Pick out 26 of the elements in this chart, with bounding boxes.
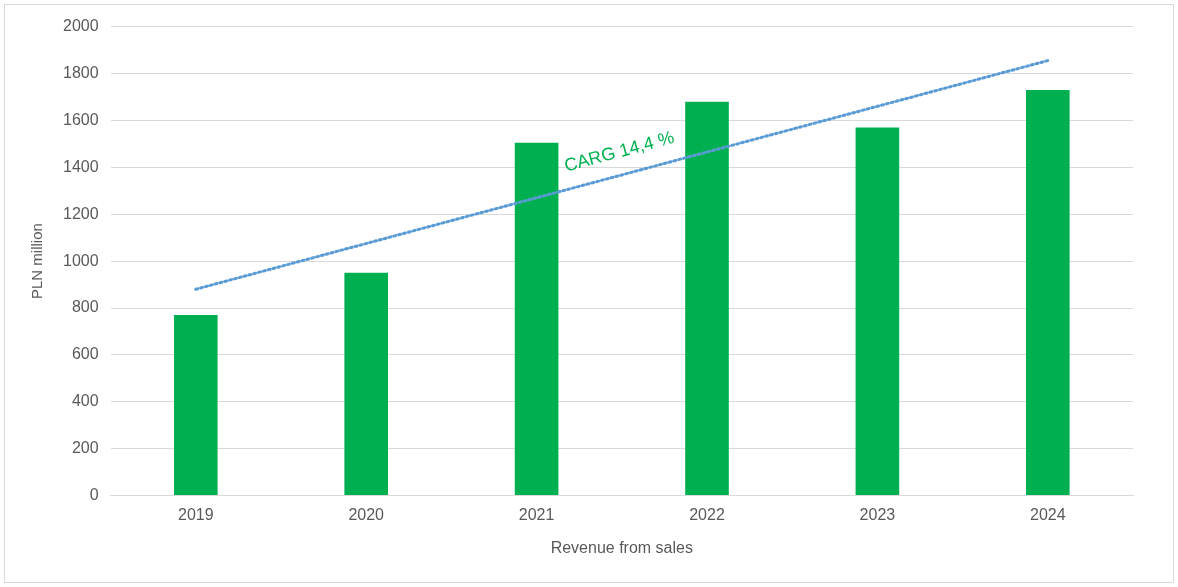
bar [173,315,218,496]
x-tick-label: 2024 [1030,505,1066,523]
x-tick-label: 2021 [518,505,555,523]
x-tick-label: 2023 [859,505,896,523]
y-tick-label: 800 [71,298,99,316]
bar [1025,89,1070,496]
x-tick-label: 2019 [178,505,214,523]
x-tick-label: 2020 [348,505,385,523]
y-tick-label: 1400 [63,157,99,175]
y-tick-label: 600 [71,345,99,363]
x-axis-title: Revenue from sales [550,538,693,556]
y-tick-label: 200 [71,439,99,457]
y-tick-label: 1600 [63,110,99,128]
y-tick-label: 1200 [63,204,99,222]
bar [514,142,559,496]
bar [855,127,900,496]
y-tick-label: 0 [89,486,99,504]
x-tick-label: 2022 [689,505,725,523]
annotation: CARG 14,4 % [562,126,677,176]
y-tick-label: 400 [71,392,99,410]
y-tick-label: 1800 [63,63,99,81]
y-axis-title: PLN million [28,223,46,300]
y-tick-label: 2000 [63,17,99,35]
y-tick-label: 1000 [63,251,99,269]
bar [344,272,389,496]
bar [685,101,729,496]
